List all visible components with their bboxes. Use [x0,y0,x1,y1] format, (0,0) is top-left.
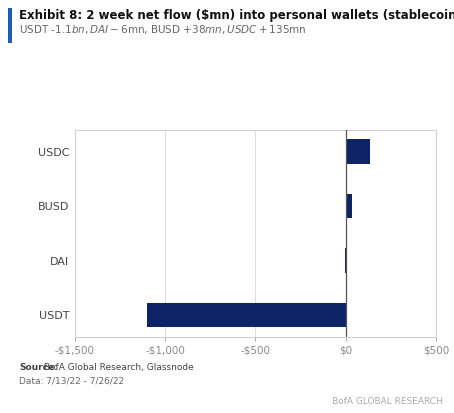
Bar [345,194,352,218]
Text: USDT -$1.1bn, DAI -$6mn, BUSD +$38mn, USDC +$135mn: USDT -$1.1bn, DAI -$6mn, BUSD +$38mn, US… [19,23,306,36]
Bar [147,303,345,327]
Bar [345,140,370,164]
Text: Source:: Source: [19,363,58,372]
Text: Exhibit 8: 2 week net flow ($mn) into personal wallets (stablecoins): Exhibit 8: 2 week net flow ($mn) into pe… [19,9,454,22]
Text: Data: 7/13/22 - 7/26/22: Data: 7/13/22 - 7/26/22 [19,377,124,386]
Text: BofA Global Research, Glassnode: BofA Global Research, Glassnode [41,363,193,372]
Text: BofA GLOBAL RESEARCH: BofA GLOBAL RESEARCH [332,396,443,406]
